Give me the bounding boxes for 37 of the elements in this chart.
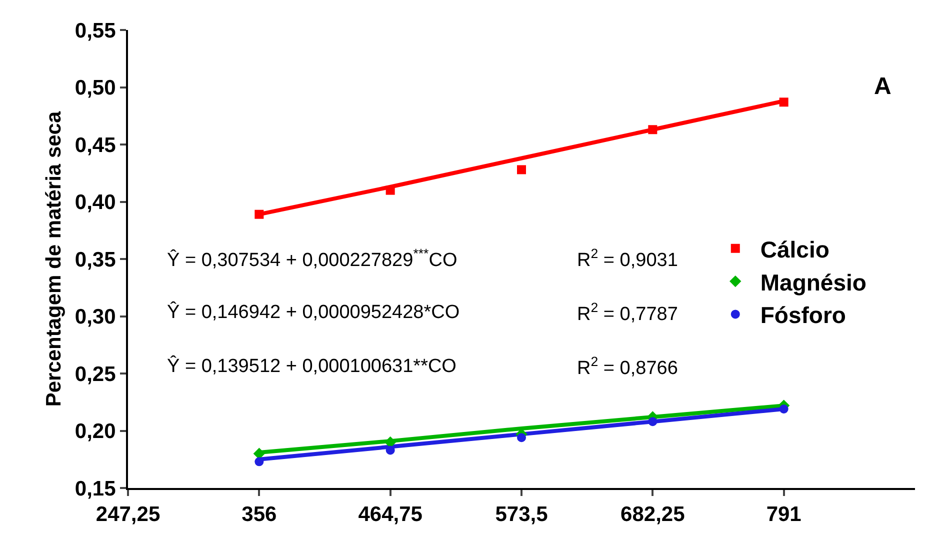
y-tick-label: 0,25 xyxy=(74,362,116,386)
point xyxy=(386,446,395,455)
y-axis-title: Percentagem de matéria seca xyxy=(42,111,66,407)
legend-label: Fósforo xyxy=(760,302,846,328)
x-tick-label: 682,25 xyxy=(620,503,686,526)
y-tick-label: 0,55 xyxy=(74,19,116,42)
y-tick-label: 0,15 xyxy=(74,477,116,500)
x-tick-label: 356 xyxy=(242,503,277,526)
point xyxy=(254,457,264,466)
annotation: R$^{2}$ = 0,8766 xyxy=(577,354,678,379)
annotation: Ŷ = 0,146942 + 0,0000952428*CO xyxy=(167,301,460,323)
point xyxy=(779,404,788,414)
y-tick-label: 0,30 xyxy=(74,306,116,329)
legend-label: Magnésio xyxy=(760,269,866,296)
x-tick-label: 791 xyxy=(766,503,802,526)
x-tick-label: 464,75 xyxy=(358,503,423,526)
y-tick-label: 0,20 xyxy=(74,420,116,444)
x-tick-label: 573,5 xyxy=(495,503,548,526)
point xyxy=(648,417,658,426)
annotation: A xyxy=(874,73,892,100)
y-tick-label: 0,50 xyxy=(74,76,116,100)
point xyxy=(517,165,526,174)
annotation: R$^{2}$ = 0,9031 xyxy=(577,246,678,271)
point xyxy=(386,186,395,195)
x-tick-label: 247,25 xyxy=(96,503,160,526)
y-tick-label: 0,35 xyxy=(74,248,116,272)
annotation: Ŷ = 0,139512 + 0,000100631**CO xyxy=(167,355,456,377)
point xyxy=(648,125,658,134)
point xyxy=(253,448,266,460)
point xyxy=(779,98,788,107)
annotation: Ŷ = 0,307534 + 0,000227829$^{***}$CO xyxy=(167,246,458,271)
point xyxy=(254,210,264,219)
y-tick-label: 0,45 xyxy=(74,134,116,157)
y-tick-label: 0,40 xyxy=(74,191,116,214)
annotation: R$^{2}$ = 0,7787 xyxy=(577,300,678,325)
point xyxy=(517,433,526,442)
legend-label: Cálcio xyxy=(760,236,830,262)
